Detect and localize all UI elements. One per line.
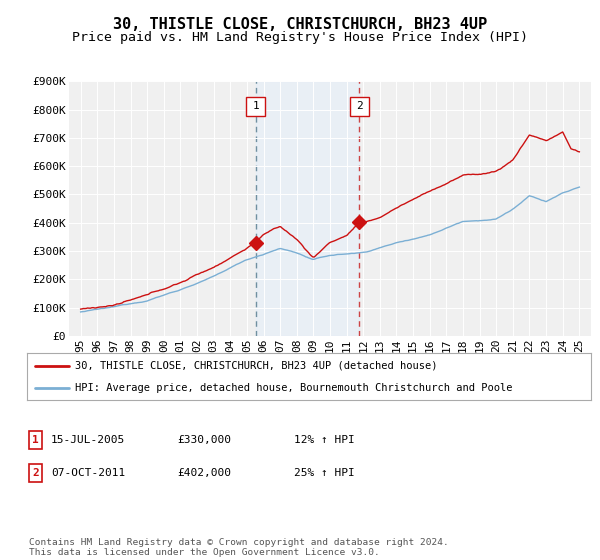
Text: 1: 1 xyxy=(32,435,39,445)
Text: HPI: Average price, detached house, Bournemouth Christchurch and Poole: HPI: Average price, detached house, Bour… xyxy=(75,382,512,393)
Text: Price paid vs. HM Land Registry's House Price Index (HPI): Price paid vs. HM Land Registry's House … xyxy=(72,31,528,44)
Text: Contains HM Land Registry data © Crown copyright and database right 2024.
This d: Contains HM Land Registry data © Crown c… xyxy=(29,538,449,557)
Text: 30, THISTLE CLOSE, CHRISTCHURCH, BH23 4UP: 30, THISTLE CLOSE, CHRISTCHURCH, BH23 4U… xyxy=(113,17,487,32)
Text: 1: 1 xyxy=(253,101,259,111)
Text: 2: 2 xyxy=(32,468,39,478)
Text: £330,000: £330,000 xyxy=(177,435,231,445)
Bar xyxy=(256,81,359,336)
Text: 25% ↑ HPI: 25% ↑ HPI xyxy=(294,468,355,478)
FancyBboxPatch shape xyxy=(247,97,265,115)
Text: £402,000: £402,000 xyxy=(177,468,231,478)
FancyBboxPatch shape xyxy=(350,97,369,115)
Text: 12% ↑ HPI: 12% ↑ HPI xyxy=(294,435,355,445)
Text: 07-OCT-2011: 07-OCT-2011 xyxy=(51,468,125,478)
Text: 30, THISTLE CLOSE, CHRISTCHURCH, BH23 4UP (detached house): 30, THISTLE CLOSE, CHRISTCHURCH, BH23 4U… xyxy=(75,361,437,371)
Text: 2: 2 xyxy=(356,101,363,111)
Text: 15-JUL-2005: 15-JUL-2005 xyxy=(51,435,125,445)
